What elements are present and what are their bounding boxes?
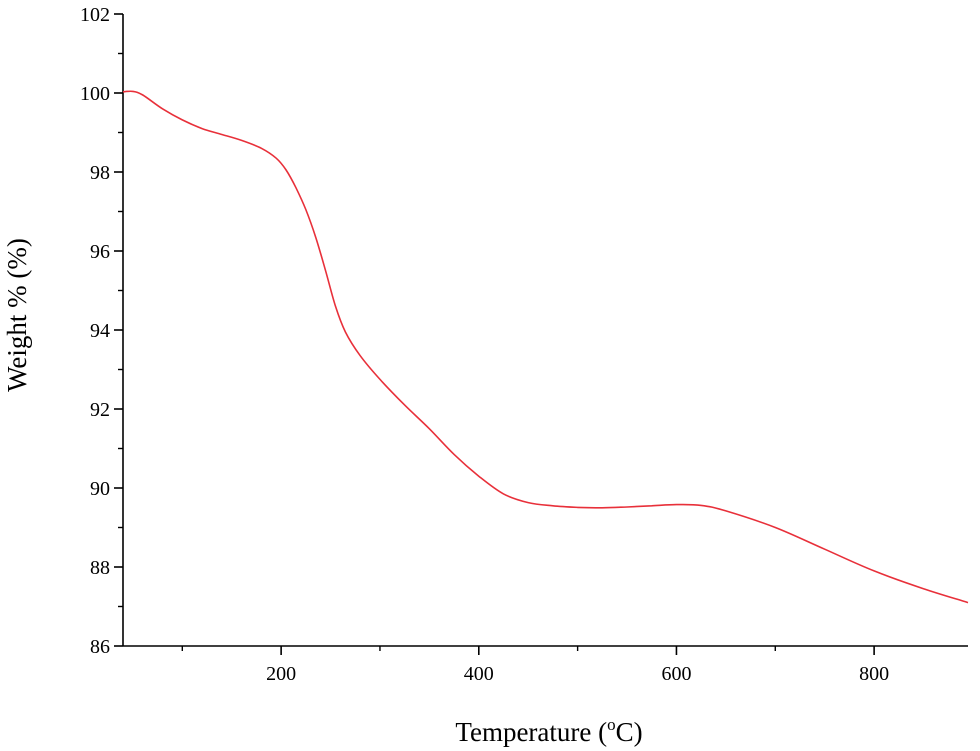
y-tick-label-92: 92 [90,399,110,421]
y-tick-label-100: 100 [80,83,110,105]
y-tick-label-98: 98 [90,162,110,184]
y-tick-label-94: 94 [90,320,110,342]
x-axis-title-superscript: o [607,715,616,734]
x-tick-label-800: 800 [859,663,889,685]
axis-ticks [114,13,875,655]
y-tick-label-90: 90 [90,478,110,500]
x-axis-title: Temperature (oC) [455,715,642,747]
y-tick-label-88: 88 [90,557,110,579]
x-axis-title-unit: C) [616,717,643,747]
weight-loss-curve [122,90,969,604]
y-tick-label-102: 102 [80,4,110,26]
x-axis-title-text: Temperature ( [455,717,607,747]
axis-tick-labels: 86 88 90 92 94 96 98 100 102 200 400 600 800 [80,4,889,685]
y-axis-title: Weight % (%) [2,238,32,392]
plot-axes [122,14,968,647]
x-tick-label-200: 200 [266,663,296,685]
x-tick-label-400: 400 [464,663,494,685]
y-tick-label-96: 96 [90,241,110,263]
x-tick-label-600: 600 [661,663,691,685]
y-tick-label-86: 86 [90,636,110,658]
